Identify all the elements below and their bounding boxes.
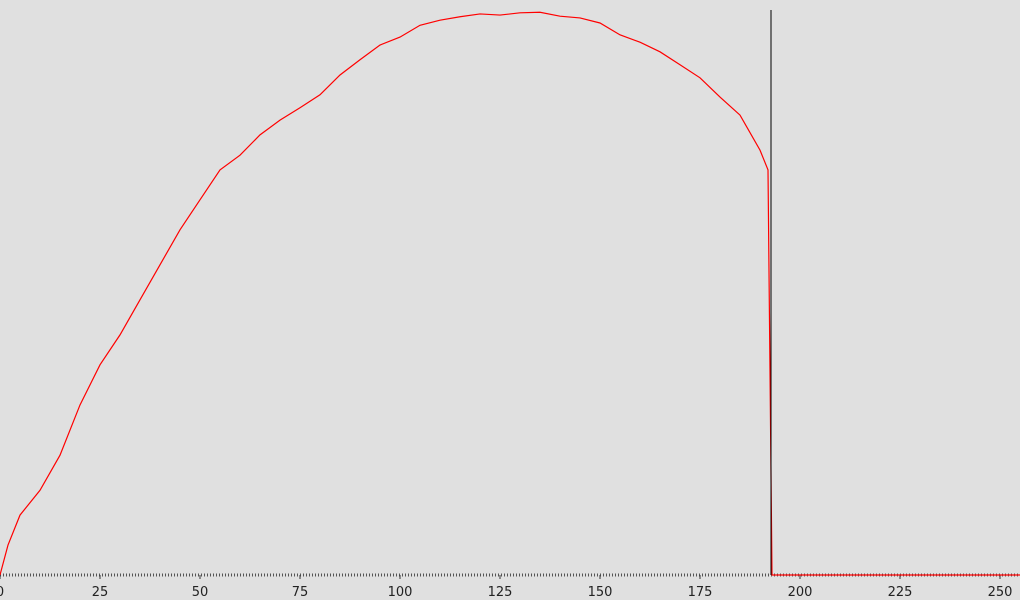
x-tick-label: 25 xyxy=(92,585,109,600)
x-tick-label: 150 xyxy=(588,585,613,600)
x-tick-label: 200 xyxy=(788,585,813,600)
x-tick-label: 175 xyxy=(688,585,713,600)
x-tick-label: 250 xyxy=(988,585,1013,600)
x-tick-label: 125 xyxy=(488,585,513,600)
x-tick-label: 100 xyxy=(388,585,413,600)
x-tick-label: 75 xyxy=(292,585,309,600)
x-tick-label: 225 xyxy=(888,585,913,600)
histogram-line xyxy=(0,11,1020,576)
x-tick-label: 0 xyxy=(0,585,4,600)
x-tick-label: 50 xyxy=(192,585,209,600)
